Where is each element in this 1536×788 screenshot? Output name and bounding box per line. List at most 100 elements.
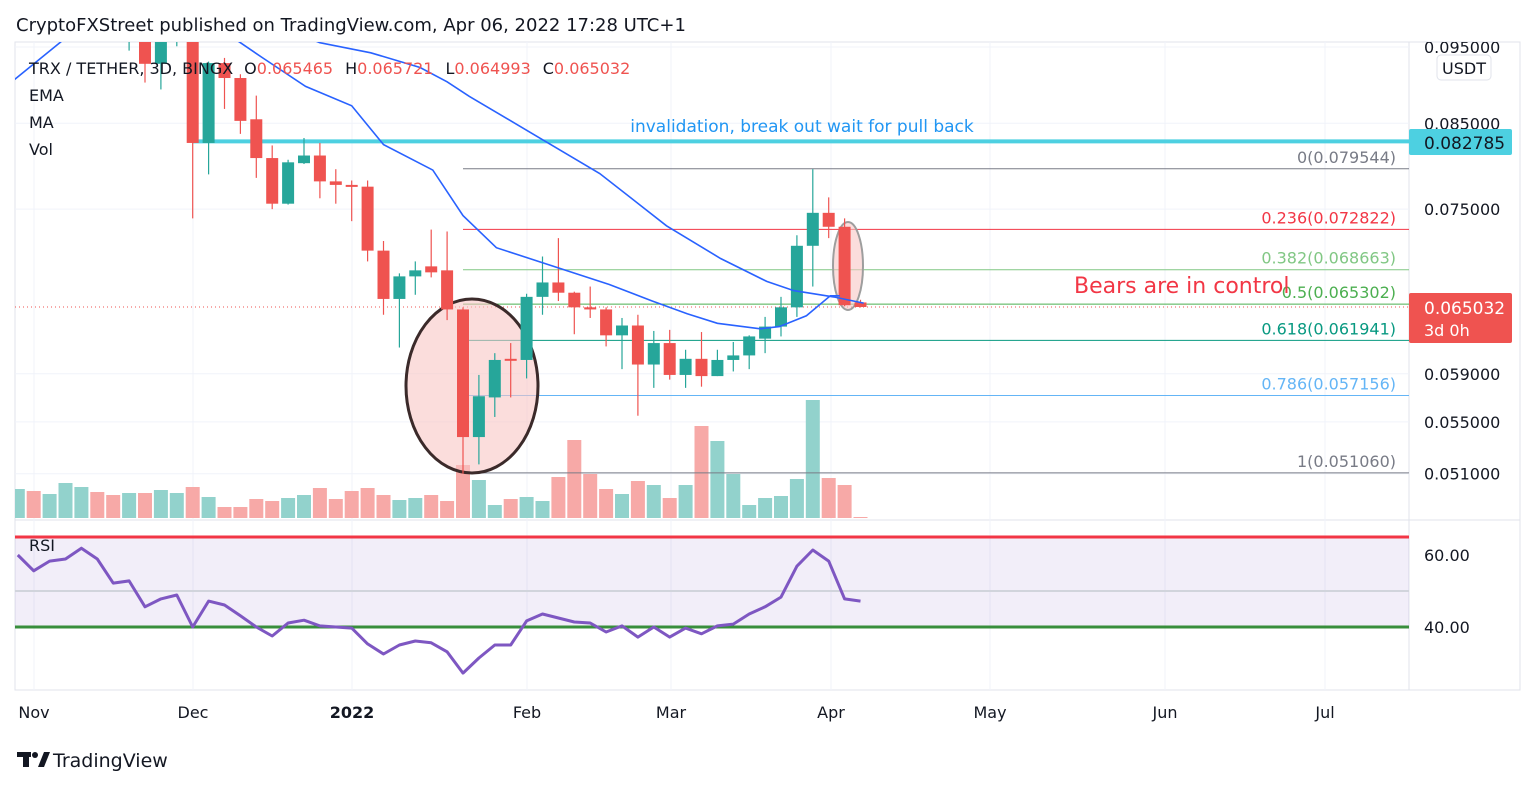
rsi-tick-60: 60.00 <box>1424 546 1470 565</box>
legend-low: 0.064993 <box>454 59 530 78</box>
candle[interactable] <box>282 159 295 205</box>
candle[interactable] <box>854 299 867 308</box>
candle[interactable] <box>123 5 135 51</box>
candle[interactable] <box>313 142 326 199</box>
candle[interactable] <box>616 317 628 370</box>
candle-body <box>266 158 279 204</box>
candle[interactable] <box>44 0 56 5</box>
volume-bar <box>233 507 248 518</box>
candle[interactable] <box>488 353 501 417</box>
candle[interactable] <box>568 291 581 335</box>
time-axis[interactable]: Nov Dec 2022 Feb Mar Apr May Jun Jul <box>18 703 1334 722</box>
candle[interactable] <box>345 180 358 222</box>
candle[interactable] <box>822 197 835 239</box>
candle[interactable] <box>663 329 676 380</box>
candle[interactable] <box>154 29 167 90</box>
price-pane[interactable]: 0(0.079544) 0.236(0.072822) 0.382(0.068663… <box>11 0 1409 518</box>
candle-body <box>743 336 756 356</box>
volume-bar <box>408 498 423 518</box>
candle-body <box>759 326 772 339</box>
candle-body <box>345 184 358 187</box>
candle[interactable] <box>584 286 597 318</box>
price-tick-label: 0.095000 <box>1424 38 1500 57</box>
volume-bar <box>615 494 629 518</box>
candle[interactable] <box>425 229 438 278</box>
fib-level-label: 1(0.051060) <box>1297 452 1396 471</box>
candle-body <box>234 78 247 121</box>
price-axis[interactable]: 0.095000 0.085000 0.075000 0.059000 0.055000… <box>1424 38 1500 484</box>
candle[interactable] <box>266 145 279 210</box>
candles <box>12 0 867 474</box>
rsi-pane[interactable]: RSI <box>15 535 1409 675</box>
legend-vol[interactable]: Vol <box>29 140 53 159</box>
candle[interactable] <box>393 273 406 348</box>
volume-bar <box>90 492 105 518</box>
candle[interactable] <box>361 180 374 262</box>
candle[interactable] <box>409 261 422 295</box>
candle[interactable] <box>711 349 724 377</box>
volume-bar <box>630 481 645 518</box>
candle[interactable] <box>139 26 151 83</box>
time-axis-label: Apr <box>817 703 845 722</box>
candle[interactable] <box>520 293 533 379</box>
candle[interactable] <box>441 231 454 321</box>
candle[interactable] <box>838 218 851 307</box>
rsi-title[interactable]: RSI <box>29 536 55 555</box>
candle-body <box>854 302 867 307</box>
candle[interactable] <box>647 330 660 388</box>
candle[interactable] <box>234 74 247 134</box>
candle[interactable] <box>457 307 469 474</box>
volume-bar <box>583 474 598 518</box>
candle[interactable] <box>759 316 772 354</box>
price-tick-label: 0.051000 <box>1424 465 1500 484</box>
volume-bar <box>503 499 518 518</box>
currency-badge[interactable]: USDT <box>1436 54 1492 81</box>
volume-bar <box>297 495 311 518</box>
candle[interactable] <box>202 61 215 175</box>
candle[interactable] <box>298 137 310 165</box>
candle[interactable] <box>743 335 756 370</box>
candle[interactable] <box>600 307 613 347</box>
candle[interactable] <box>727 341 740 372</box>
volume-bar <box>106 495 121 518</box>
legend-ma[interactable]: MA <box>29 113 54 132</box>
fib-level-label: 0.618(0.061941) <box>1261 319 1396 338</box>
candle[interactable] <box>504 343 517 398</box>
candle[interactable] <box>12 0 24 5</box>
volume-bar <box>312 488 327 518</box>
candle[interactable] <box>552 238 565 302</box>
candle[interactable] <box>472 374 485 465</box>
tradingview-logo[interactable]: TradingView <box>17 750 168 772</box>
volume-bar <box>249 499 264 518</box>
volume-bar <box>153 490 168 518</box>
candle[interactable] <box>377 240 390 315</box>
candle[interactable] <box>91 0 103 5</box>
rsi-line <box>16 546 861 675</box>
bears-annotation[interactable]: Bears are in control <box>1074 274 1290 299</box>
fib-level-label: 0.236(0.072822) <box>1261 208 1396 227</box>
volume-bar <box>742 505 757 518</box>
candle-body <box>536 282 549 297</box>
legend-ohlc: TRX / TETHER, 3D, BINGX O0.065465 H0.06572… <box>28 59 630 78</box>
candle[interactable] <box>790 235 803 317</box>
candle[interactable] <box>679 349 692 388</box>
candle[interactable] <box>250 95 263 178</box>
volume-bar <box>551 477 566 518</box>
candle[interactable] <box>186 26 199 219</box>
svg-text:0.065032: 0.065032 <box>1424 299 1505 319</box>
candle[interactable] <box>218 57 231 109</box>
highlight-ellipse-january[interactable] <box>404 297 540 475</box>
candle[interactable] <box>329 169 342 204</box>
candle-body <box>441 270 454 310</box>
candle[interactable] <box>695 332 708 387</box>
legend-ema[interactable]: EMA <box>29 86 64 105</box>
candle[interactable] <box>631 314 644 416</box>
volume-bar <box>392 500 407 518</box>
volume-bar <box>567 440 582 518</box>
invalidation-annotation[interactable]: invalidation, break out wait for pull ba… <box>630 117 974 137</box>
candle[interactable] <box>806 169 819 287</box>
volume-bar <box>853 517 868 518</box>
candle[interactable] <box>536 256 549 315</box>
candle[interactable] <box>775 296 787 337</box>
